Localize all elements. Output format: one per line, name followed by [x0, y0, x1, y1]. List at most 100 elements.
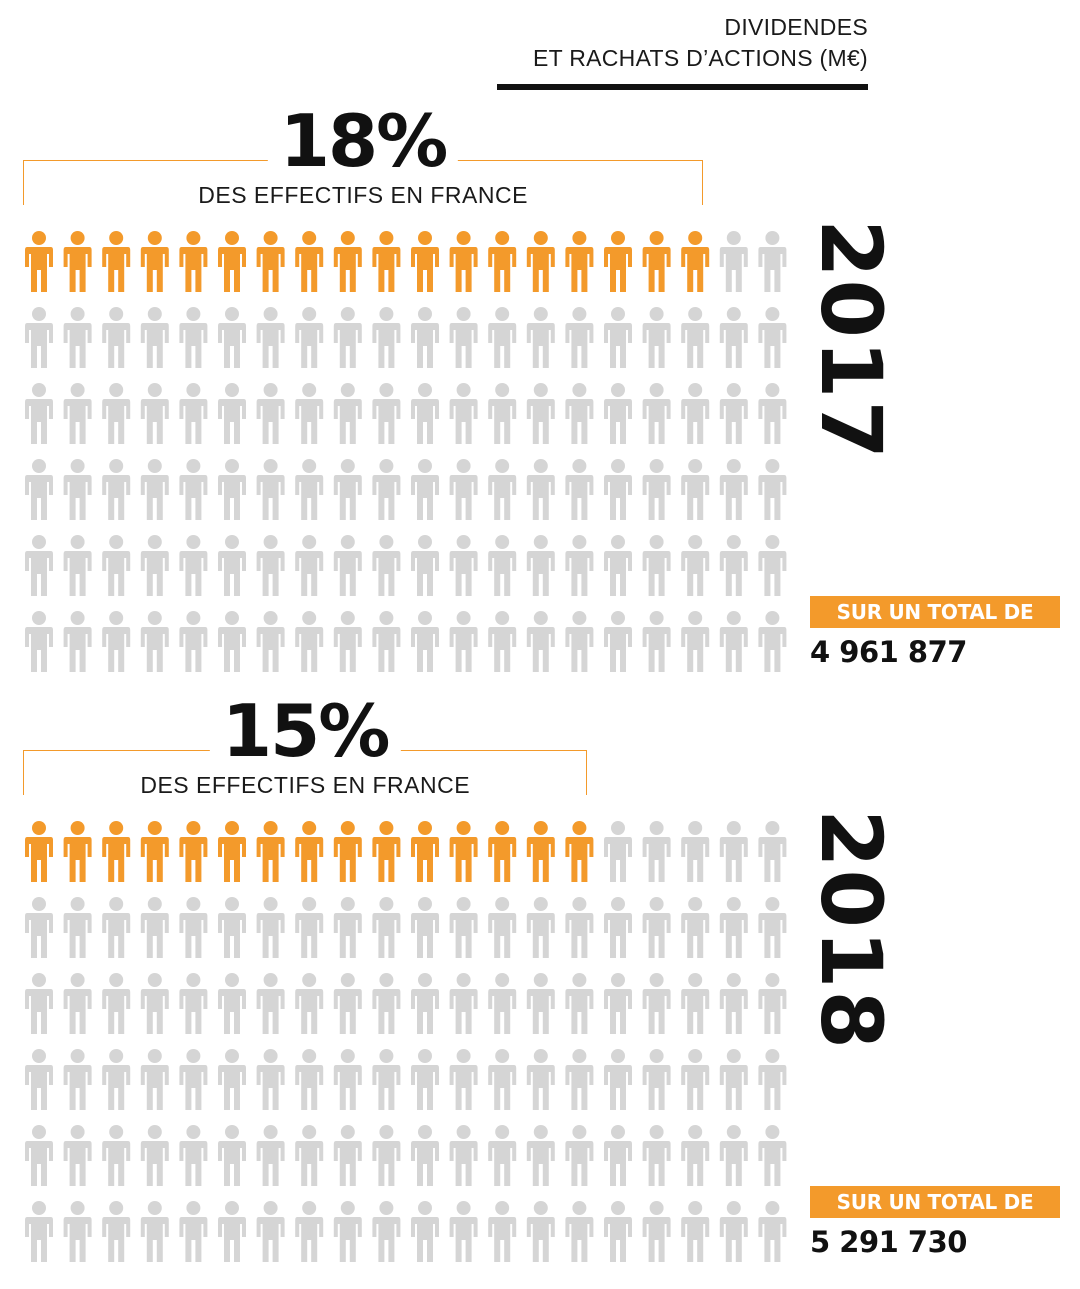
person-icon — [295, 383, 324, 444]
person-icon — [565, 1049, 594, 1110]
person-icon — [140, 973, 169, 1034]
person-icon — [604, 1049, 632, 1110]
person-icon — [295, 1049, 324, 1110]
person-icon — [526, 307, 555, 368]
person-icon — [719, 383, 748, 444]
person-icon — [179, 307, 208, 368]
person-icon — [63, 307, 92, 368]
person-icon — [25, 1125, 53, 1186]
person-icon — [526, 535, 555, 596]
person-icon — [758, 1049, 787, 1110]
person-icon — [681, 1049, 710, 1110]
person-icon — [102, 535, 131, 596]
person-icon-highlighted — [25, 231, 53, 292]
person-icon — [681, 535, 710, 596]
person-icon — [179, 611, 208, 672]
person-icon — [218, 307, 246, 368]
person-icon — [63, 1049, 92, 1110]
year-label: 2017 — [802, 219, 900, 461]
person-icon — [102, 897, 131, 958]
person-icon — [642, 821, 671, 882]
person-icon — [140, 1201, 169, 1262]
person-icon — [63, 897, 92, 958]
total-label: SUR UN TOTAL DE — [810, 596, 1060, 628]
person-icon — [449, 1125, 478, 1186]
person-icon — [411, 1201, 439, 1262]
header-line-2: ET RACHATS D’ACTIONS (M€) — [532, 45, 868, 71]
person-icon — [179, 1049, 208, 1110]
person-icon-highlighted — [604, 231, 632, 292]
person-icon — [681, 1201, 710, 1262]
person-icon — [295, 535, 324, 596]
person-icon — [256, 459, 285, 520]
person-icon — [140, 897, 169, 958]
person-icon — [372, 611, 401, 672]
person-icon — [681, 307, 710, 368]
person-icon — [488, 459, 517, 520]
person-icon — [411, 611, 439, 672]
person-icon — [333, 459, 362, 520]
person-icon-highlighted — [295, 231, 324, 292]
person-icon-highlighted — [642, 231, 671, 292]
person-icon — [140, 1049, 169, 1110]
person-icon — [681, 611, 710, 672]
person-icon-highlighted — [526, 231, 555, 292]
person-icon — [719, 1201, 748, 1262]
person-icon — [372, 1125, 401, 1186]
person-icon — [63, 459, 92, 520]
person-icon — [256, 1201, 285, 1262]
total-label: SUR UN TOTAL DE — [810, 1186, 1060, 1218]
person-icon — [411, 973, 439, 1034]
person-icon — [25, 611, 53, 672]
person-icon — [449, 1049, 478, 1110]
person-icon — [681, 1125, 710, 1186]
person-icon — [102, 459, 131, 520]
person-icon — [681, 973, 710, 1034]
person-icon — [719, 535, 748, 596]
person-icon — [488, 1201, 517, 1262]
person-icon — [604, 1125, 632, 1186]
person-icon — [411, 1125, 439, 1186]
person-icon — [411, 897, 439, 958]
person-icon — [642, 307, 671, 368]
person-icon-highlighted — [102, 821, 131, 882]
person-icon — [642, 897, 671, 958]
person-icon-highlighted — [218, 231, 246, 292]
person-icon — [140, 611, 169, 672]
person-icon — [63, 1125, 92, 1186]
person-icon — [758, 897, 787, 958]
person-icon — [179, 973, 208, 1034]
person-icon — [642, 1201, 671, 1262]
year-label: 2018 — [802, 809, 900, 1051]
percent-label: 15% — [210, 690, 401, 772]
person-icon-highlighted — [218, 821, 246, 882]
person-icon — [372, 1201, 401, 1262]
person-icon-highlighted — [140, 231, 169, 292]
person-icon — [642, 1049, 671, 1110]
person-icon — [25, 535, 53, 596]
person-icon — [25, 383, 53, 444]
person-icon — [140, 459, 169, 520]
person-icon-highlighted — [333, 821, 362, 882]
person-icon — [256, 973, 285, 1034]
person-icon — [565, 1201, 594, 1262]
person-icon — [642, 459, 671, 520]
percent-label: 18% — [267, 100, 459, 182]
person-icon — [604, 973, 632, 1034]
panel-2017: 18% DES EFFECTIFS EN FRANCE 2017 SUR UN … — [0, 100, 1080, 680]
person-icon — [372, 383, 401, 444]
person-icon — [333, 1049, 362, 1110]
person-icon — [25, 1201, 53, 1262]
person-icon — [449, 383, 478, 444]
person-icon-highlighted — [63, 231, 92, 292]
person-icon — [719, 1125, 748, 1186]
person-icon — [604, 821, 632, 882]
person-icon — [63, 1201, 92, 1262]
person-icon — [256, 383, 285, 444]
person-icon — [488, 973, 517, 1034]
person-icon — [411, 1049, 439, 1110]
panel-2018: 15% DES EFFECTIFS EN FRANCE 2018 SUR UN … — [0, 690, 1080, 1270]
person-icon — [642, 973, 671, 1034]
person-icon — [488, 611, 517, 672]
person-icon — [604, 897, 632, 958]
